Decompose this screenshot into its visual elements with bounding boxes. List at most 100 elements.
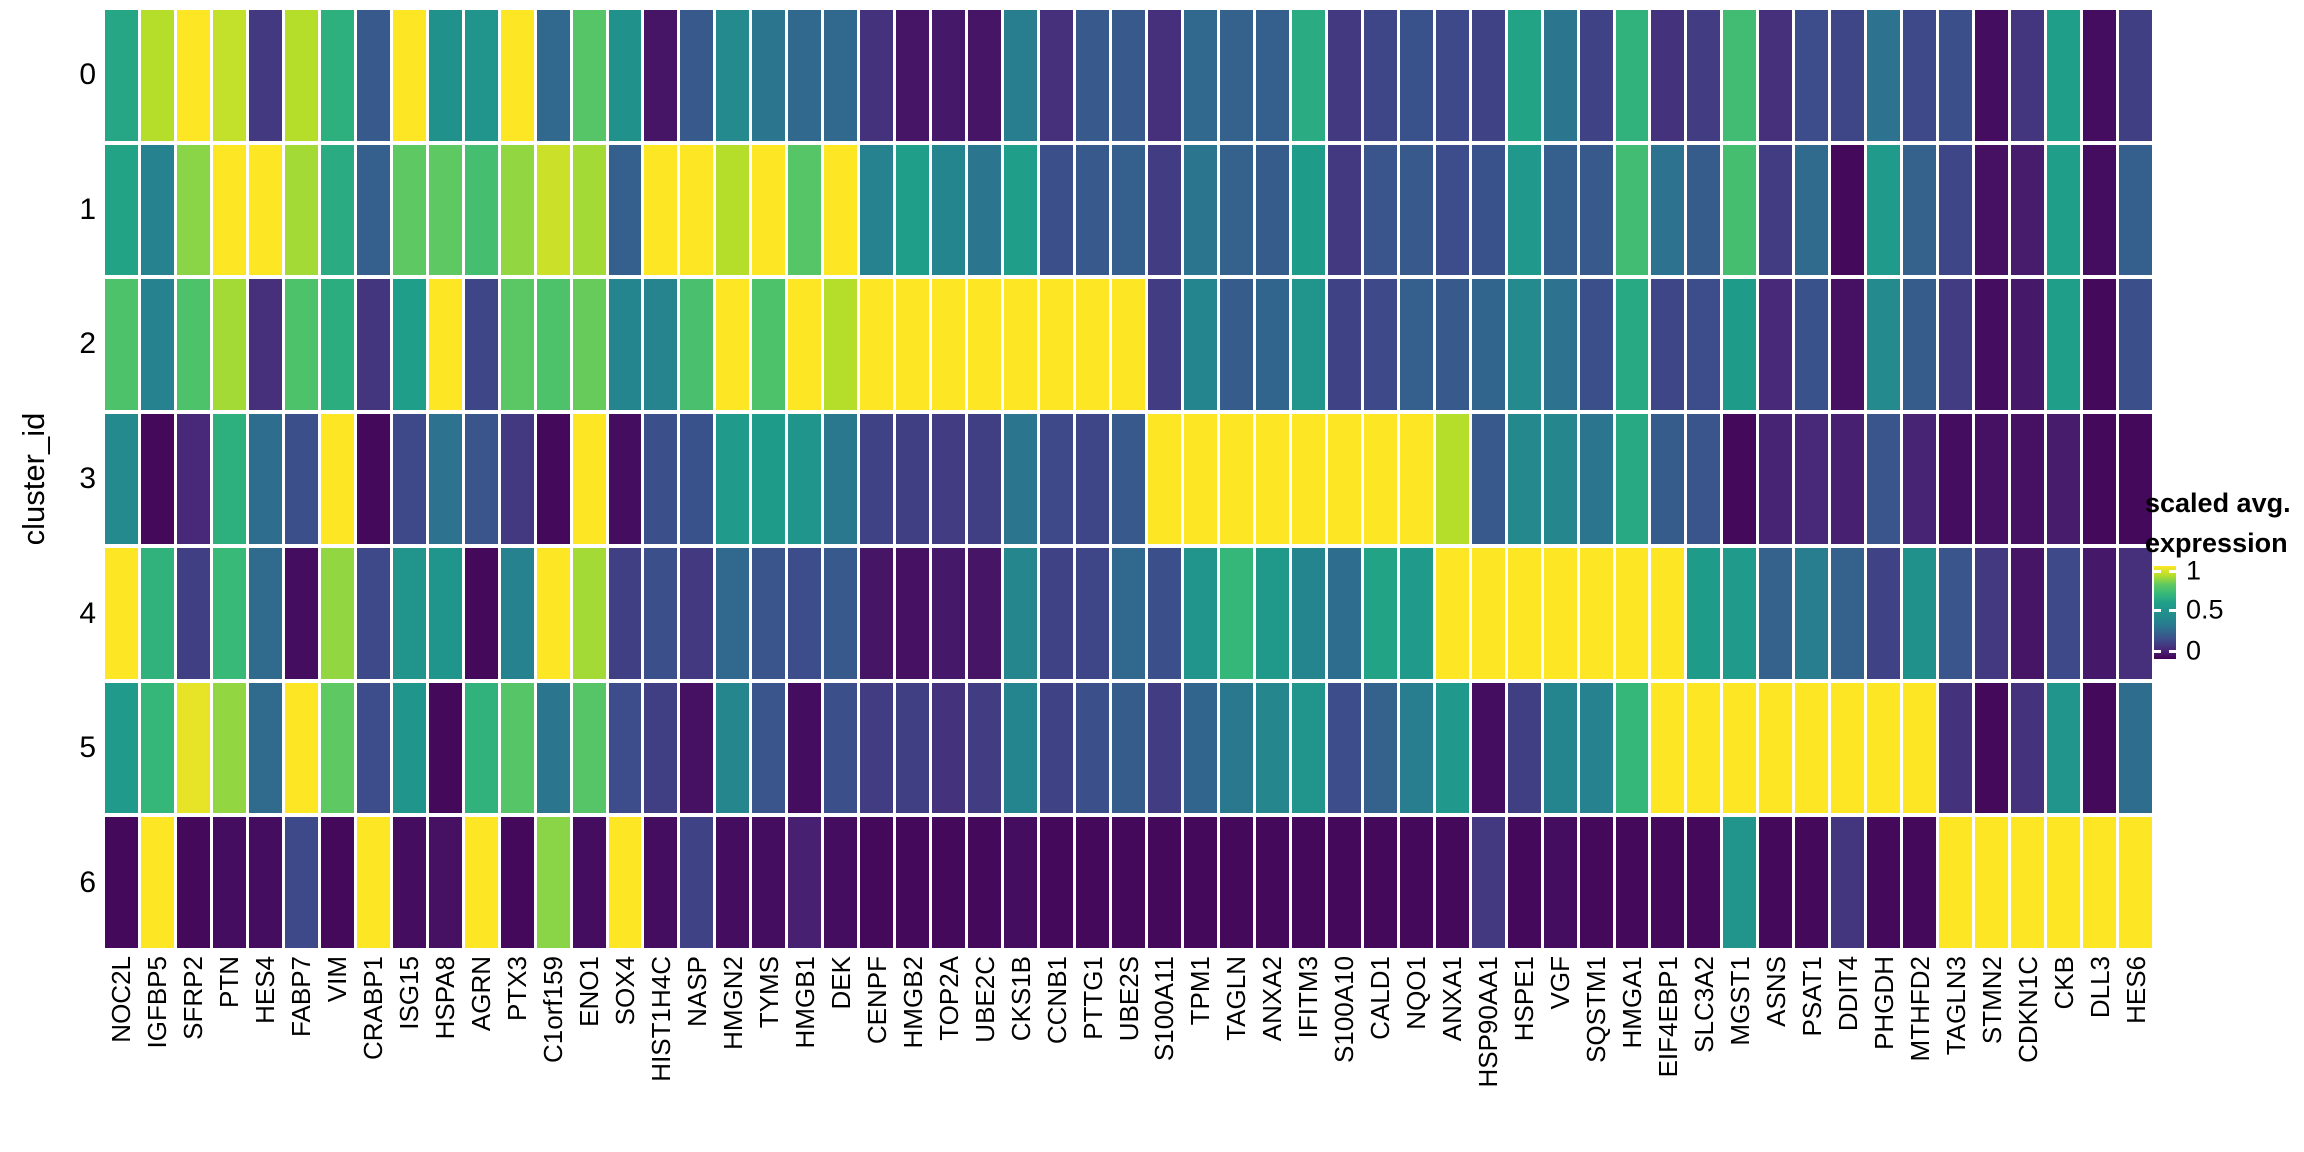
heatmap-cell [2011, 279, 2045, 410]
heatmap-cell [1687, 817, 1721, 948]
heatmap-cell [680, 144, 714, 276]
heatmap-cell [1759, 817, 1793, 948]
x-tick-label: HSPA8 [430, 956, 461, 1040]
heatmap-cell [968, 817, 1002, 948]
heatmap-cell [1327, 413, 1361, 545]
heatmap-cell [212, 548, 246, 679]
legend-colorbar [2154, 566, 2176, 659]
heatmap-cell [105, 682, 138, 814]
heatmap-cell [1219, 548, 1253, 679]
heatmap-cell [716, 817, 750, 948]
heatmap-cell [1112, 548, 1145, 679]
heatmap-cell [2011, 548, 2045, 679]
heatmap-cell [140, 682, 174, 814]
heatmap-cell [1687, 413, 1721, 545]
heatmap-cell [572, 10, 606, 141]
heatmap-cell [392, 682, 426, 814]
heatmap-cell [1687, 144, 1721, 276]
x-tick-label: HMGB2 [897, 956, 928, 1049]
heatmap-cell [1507, 682, 1541, 814]
heatmap-cell [1219, 682, 1253, 814]
heatmap-cell [1219, 817, 1253, 948]
heatmap-cell [464, 10, 498, 141]
heatmap-cell [788, 144, 822, 276]
heatmap-cell [500, 144, 534, 276]
heatmap-cell [1112, 10, 1145, 141]
heatmap-cell [1795, 548, 1829, 679]
heatmap-cell [1291, 548, 1325, 679]
heatmap-cell [356, 413, 390, 545]
heatmap-cell [1327, 682, 1361, 814]
x-tick-label: HMGN2 [717, 956, 748, 1050]
x-tick-label: AGRN [466, 956, 497, 1032]
heatmap-cell [1975, 10, 2009, 141]
heatmap-cell [572, 279, 606, 410]
heatmap-cell [1183, 413, 1217, 545]
heatmap-cell [536, 279, 570, 410]
heatmap-cell [644, 682, 678, 814]
heatmap-cell [1723, 279, 1757, 410]
heatmap-cell [1651, 682, 1685, 814]
heatmap-cell [2083, 144, 2117, 276]
heatmap-cell [1291, 144, 1325, 276]
heatmap-cell [1867, 682, 1901, 814]
x-tick-label: DDIT4 [1832, 956, 1863, 1032]
x-tick-label: SFRP2 [178, 956, 209, 1040]
heatmap-cell [1651, 144, 1685, 276]
heatmap-cell [1615, 413, 1649, 545]
heatmap-cell [2083, 682, 2117, 814]
heatmap-cell [788, 548, 822, 679]
heatmap-cell [572, 144, 606, 276]
heatmap-cell [1147, 413, 1181, 545]
heatmap-cell [1147, 817, 1181, 948]
heatmap-cell [1579, 413, 1613, 545]
heatmap-cell [1507, 144, 1541, 276]
x-tick-label: TAGLN3 [1940, 956, 1971, 1056]
heatmap-cell [212, 817, 246, 948]
heatmap-cell [536, 682, 570, 814]
heatmap-cell [1795, 413, 1829, 545]
heatmap-cell [896, 10, 930, 141]
x-tick-label: HES6 [2120, 956, 2151, 1024]
heatmap-cell [500, 413, 534, 545]
heatmap-cell [464, 548, 498, 679]
heatmap-cell [2011, 10, 2045, 141]
heatmap-cell [1183, 548, 1217, 679]
heatmap-cell [968, 144, 1002, 276]
heatmap-cell [1399, 413, 1433, 545]
heatmap-cell [320, 548, 354, 679]
heatmap-cell [1363, 817, 1397, 948]
heatmap-cell [752, 279, 786, 410]
heatmap-cell [428, 413, 462, 545]
heatmap-cell [1651, 10, 1685, 141]
y-tick-label: 2 [79, 327, 96, 361]
x-tick-label: VIM [322, 956, 353, 1003]
heatmap-cell [1723, 10, 1757, 141]
x-tick-label: STMN2 [1976, 956, 2007, 1045]
heatmap-cell [2047, 682, 2081, 814]
heatmap-cell [284, 144, 318, 276]
heatmap-cell [1219, 279, 1253, 410]
x-tick-label: SQSTM1 [1581, 956, 1612, 1063]
heatmap-cell [1975, 682, 2009, 814]
heatmap-cell [1183, 682, 1217, 814]
heatmap-cell [608, 682, 642, 814]
heatmap-cell [320, 279, 354, 410]
x-tick-label: IGFBP5 [142, 956, 173, 1049]
legend-tick-label: 0.5 [2186, 594, 2224, 625]
heatmap-cell [1147, 279, 1181, 410]
heatmap-cell [1939, 10, 1973, 141]
heatmap-cell [1615, 144, 1649, 276]
heatmap-cell [1975, 144, 2009, 276]
heatmap-cell [464, 413, 498, 545]
heatmap-cell [248, 279, 282, 410]
heatmap-cell [1615, 548, 1649, 679]
heatmap-cell [2119, 682, 2152, 814]
y-tick-label: 1 [79, 192, 96, 226]
heatmap-cell [2011, 413, 2045, 545]
heatmap-cell [1112, 144, 1145, 276]
heatmap-cell [428, 817, 462, 948]
heatmap-cell [1759, 144, 1793, 276]
heatmap-cell [320, 144, 354, 276]
x-tick-label: CENPF [861, 956, 892, 1045]
